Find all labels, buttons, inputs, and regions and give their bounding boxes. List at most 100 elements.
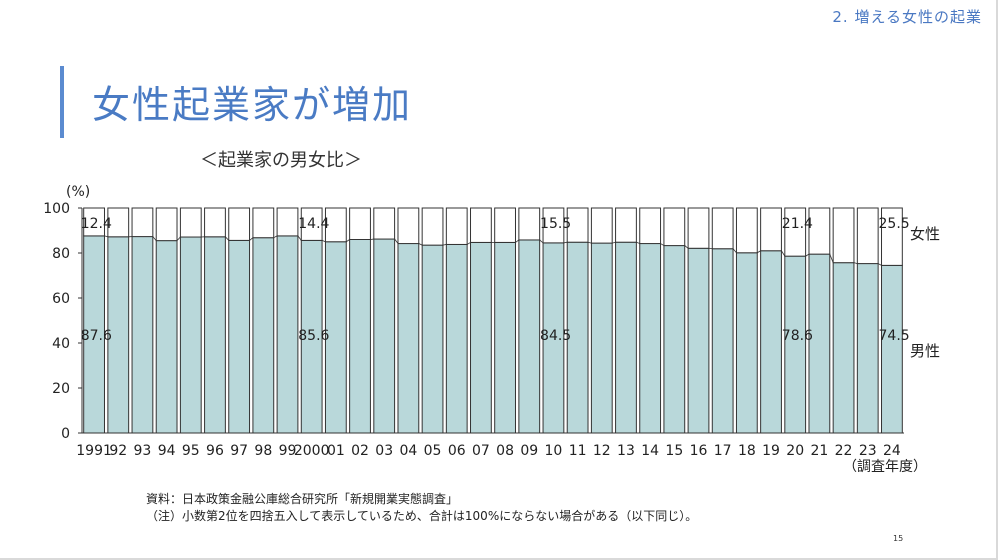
- x-tick-label: 12: [593, 443, 611, 459]
- x-tick-label: 22: [835, 443, 853, 459]
- y-tick-label: 20: [52, 381, 70, 397]
- x-axis-label: （調査年度）: [843, 459, 927, 475]
- bar-male-99: [276, 235, 299, 434]
- bar-male-97: [228, 239, 251, 434]
- series-connector-line: [853, 262, 858, 264]
- bar-female-09: [518, 207, 541, 241]
- series-connector-line: [781, 250, 786, 257]
- x-tick-label: 13: [617, 443, 635, 459]
- data-labels-group: 12.4 87.6 14.4 85.6 15.5 84.5 21.4 78.6 25.5 74.5: [81, 216, 910, 344]
- bar-male-06: [445, 243, 468, 434]
- data-label-male: 85.6: [298, 328, 329, 344]
- bar-female-07: [470, 207, 492, 243]
- bar-female-92: [107, 207, 130, 238]
- x-tick-label: 09: [520, 443, 538, 459]
- x-tick-label: 2000: [294, 443, 330, 459]
- bar-female-20: [784, 207, 807, 257]
- bar-female-1991: [83, 207, 105, 237]
- series-connector-line: [515, 239, 520, 243]
- data-label-male: 74.5: [879, 328, 910, 344]
- legend-female: 女性: [910, 225, 940, 243]
- data-label-male: 78.6: [782, 328, 813, 344]
- bar-female-96: [204, 207, 226, 238]
- x-tick-label: 05: [424, 443, 442, 459]
- x-tick-label: 07: [472, 443, 490, 459]
- bar-female-94: [155, 207, 178, 242]
- bar-female-2000: [300, 207, 323, 241]
- y-tick-label: 0: [61, 426, 70, 442]
- x-tick-label: 97: [230, 443, 248, 459]
- data-label-female: 14.4: [298, 216, 329, 232]
- y-tick-label: 60: [52, 291, 70, 307]
- x-tick-label: 21: [810, 443, 828, 459]
- x-tick-label: 01: [327, 443, 345, 459]
- x-tick-label: 04: [399, 443, 417, 459]
- bar-female-98: [252, 207, 275, 239]
- series-connector-line: [273, 235, 278, 239]
- x-tick-label: 17: [714, 443, 732, 459]
- page-number: 15: [893, 534, 904, 543]
- x-tick-label: 1991: [76, 443, 112, 459]
- series-connector-line: [732, 248, 737, 254]
- x-tick-label: 10: [545, 443, 563, 459]
- source-text: 資料：日本政策金融公庫総合研究所「新規開業実態調査」: [146, 492, 459, 506]
- series-connector-line: [225, 236, 230, 241]
- x-tick-label: 11: [569, 443, 587, 459]
- bar-female-24: [881, 207, 903, 266]
- bar-female-02: [349, 207, 371, 240]
- series-connector-line: [249, 237, 254, 241]
- series-connector-line: [636, 241, 640, 244]
- bar-male-96: [204, 236, 226, 434]
- x-tick-label: 03: [375, 443, 393, 459]
- chart-subtitle: ＜起業家の男女比＞: [200, 150, 362, 171]
- title-accent-bar: [60, 66, 64, 138]
- section-tag: 2. 増える女性の起業: [832, 8, 982, 26]
- data-label-female: 21.4: [782, 216, 813, 232]
- bar-female-11: [566, 207, 589, 243]
- series-connector-line: [829, 253, 834, 263]
- x-tick-label: 20: [786, 443, 804, 459]
- y-tick-label: 100: [43, 201, 70, 217]
- bar-male-94: [155, 240, 178, 434]
- bar-male-98: [252, 237, 275, 434]
- data-label-female: 15.5: [540, 216, 571, 232]
- bar-male-04: [397, 243, 420, 434]
- source-notes: 資料：日本政策金融公庫総合研究所「新規開業実態調査」 （注）小数第2位を四捨五入…: [146, 491, 697, 525]
- bar-female-01: [324, 207, 347, 243]
- bar-female-22: [832, 207, 855, 264]
- series-connector-line: [805, 253, 810, 257]
- bar-female-08: [494, 207, 516, 243]
- series-connector-line: [418, 243, 423, 246]
- bar-male-22: [832, 262, 855, 434]
- bar-male-14: [639, 243, 662, 434]
- x-tick-label: 08: [496, 443, 514, 459]
- bar-female-06: [445, 207, 468, 245]
- series-connector-line: [660, 243, 665, 246]
- bar-female-05: [421, 207, 444, 246]
- x-tick-label: 16: [690, 443, 708, 459]
- y-axis-group: 0 20 40 60 80 100: [43, 201, 904, 442]
- note-text: （注）小数第2位を四捨五入して表示しているため、合計は100%にならない場合があ…: [146, 509, 698, 523]
- series-connector-line: [346, 239, 350, 243]
- series-connector-line: [877, 263, 882, 266]
- bar-male-02: [349, 239, 371, 434]
- bar-female-17: [711, 207, 734, 250]
- x-tick-label: 93: [134, 443, 152, 459]
- x-tick-label: 24: [883, 443, 901, 459]
- series-connector-line: [563, 241, 568, 244]
- x-tick-label: 15: [665, 443, 683, 459]
- x-tick-label: 06: [448, 443, 466, 459]
- series-connector-line: [587, 241, 592, 244]
- page-title: 女性起業家が増加: [92, 83, 413, 127]
- bar-male-08: [494, 241, 516, 434]
- x-tick-label: 98: [254, 443, 272, 459]
- bar-female-03: [373, 207, 396, 240]
- series-connector-line: [466, 242, 471, 245]
- bar-male-19: [760, 250, 782, 434]
- series-connector-line: [152, 236, 157, 241]
- series-connector-line: [442, 244, 447, 246]
- series-connector-line: [394, 238, 399, 244]
- bar-female-93: [131, 207, 154, 238]
- bar-female-99: [276, 207, 299, 237]
